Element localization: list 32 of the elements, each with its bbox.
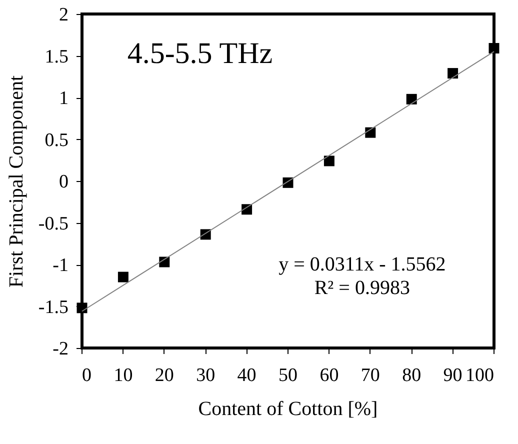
point — [365, 127, 376, 138]
annotation: 4.5-5.5 THz — [127, 37, 273, 70]
x-axis-title: Content of Cotton [%] — [198, 398, 378, 420]
y-tick-label: 0 — [59, 172, 68, 192]
annotation: y = 0.0311x - 1.5562 — [278, 254, 446, 276]
point — [324, 156, 334, 166]
point — [118, 272, 128, 282]
y-tick-label: 0.5 — [44, 130, 68, 151]
y-tick-label: 1.5 — [44, 46, 68, 68]
x-tick-label: 80 — [402, 365, 422, 386]
y-tick-label: -0.5 — [38, 213, 68, 234]
annotation: R² = 0.9983 — [314, 276, 410, 299]
point — [76, 302, 88, 314]
x-tick-label: 100 — [466, 365, 494, 386]
point — [406, 94, 417, 104]
y-tick-label: -1.5 — [38, 296, 68, 318]
x-tick-label: 50 — [278, 365, 298, 386]
x-tick-label: 40 — [237, 365, 256, 386]
y-axis-title: First Principal Component — [5, 74, 28, 288]
point — [448, 68, 458, 79]
x-tick-label: 70 — [360, 365, 380, 386]
x-tick-label: 0 — [82, 365, 92, 386]
point — [488, 42, 500, 54]
y-tick-label: 2 — [59, 4, 68, 26]
x-tick-label: 90 — [443, 365, 462, 386]
x-tick-label: 10 — [114, 365, 133, 386]
x-tick-label: 20 — [154, 365, 174, 386]
y-tick-label: 1 — [59, 88, 68, 109]
x-tick-label: 60 — [320, 365, 339, 386]
y-tick-label: -2 — [52, 338, 68, 360]
y-tick-label: -1 — [52, 255, 68, 276]
x-tick-label: 30 — [196, 365, 216, 386]
